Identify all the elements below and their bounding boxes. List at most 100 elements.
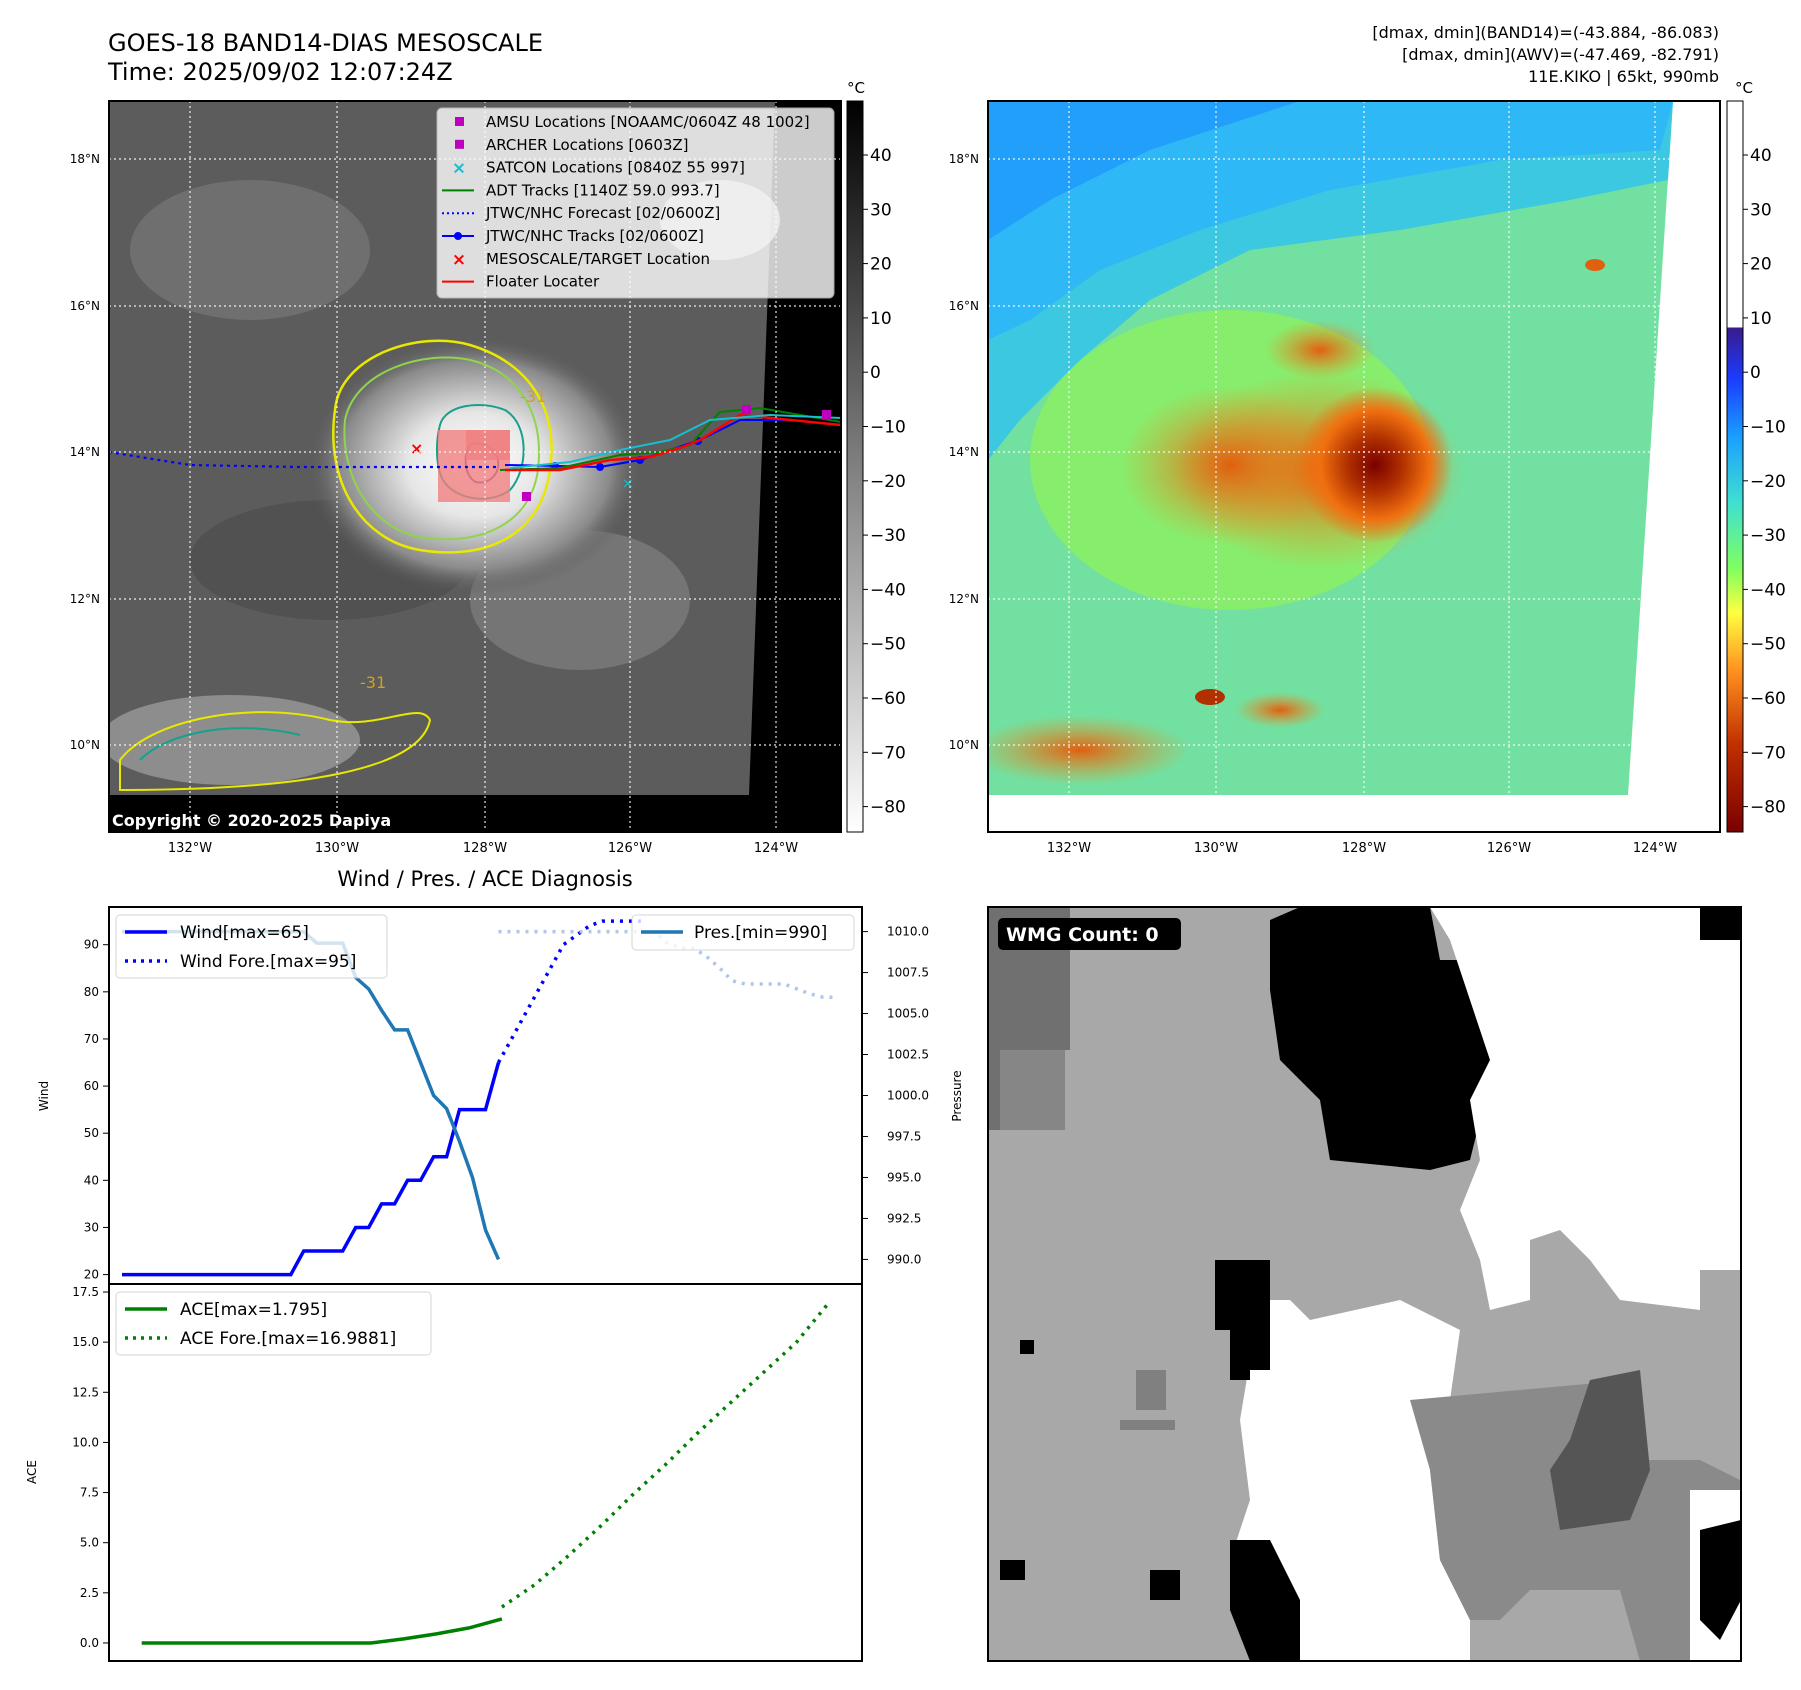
pressure-axis-label: Pressure [950,1070,964,1121]
colorbar-tick-label: −70 [1750,743,1786,763]
bd-gridlines [988,101,1720,832]
ace-series-line-1 [500,1301,831,1609]
target-marker: × [410,439,423,458]
info-line3: 11E.KIKO | 65kt, 990mb [1528,67,1719,86]
wind-axis-label: Wind [37,1081,51,1111]
copyright-text: Copyright © 2020-2025 Dapiya [112,811,391,830]
colorbar-tick-label: 40 [1750,146,1772,166]
colorbar-tick-label: 10 [870,309,892,329]
wind-ytick-label: 40 [84,1173,99,1187]
colorbar-tick-label: −70 [870,743,906,763]
ace-ytick-label: 2.5 [80,1586,99,1600]
wind-fore-legend-label: Wind Fore.[max=95] [180,952,356,972]
legend-label: SATCON Locations [0840Z 55 997] [486,159,745,177]
pressure-ytick-label: 995.0 [887,1170,921,1184]
bd-lat-label: 12°N [949,592,979,606]
ir-lat-label: 12°N [70,592,100,606]
colorbar-tick-label: −30 [870,526,906,546]
colorbar-tick-label: 20 [1750,255,1772,275]
figure-title-line2: Time: 2025/09/02 12:07:24Z [107,58,453,86]
colorbar-tick-label: 30 [1750,200,1772,220]
wind-pressure-panel: 20 30 40 50 60 70 80 90 990.0 992.5 995.0 997.5 100… [37,906,964,1285]
ir-lat-label: 16°N [70,299,100,313]
colorbar-tick-label: 40 [870,146,892,166]
ir-lat-label: 14°N [70,445,100,459]
wmg-count-label: WMG Count: 0 [1006,924,1159,946]
bd-map-panel: 18°N 16°N 14°N 12°N 10°N 132°W 130°W 128°W 126°… [949,100,1721,856]
ace-series-line-0 [141,1617,503,1645]
ir-lat-label: 10°N [70,738,100,752]
pressure-ytick-label: 1002.5 [887,1048,929,1062]
legend-label: AMSU Locations [NOAAMC/0604Z 48 1002] [486,113,810,131]
diagnosis-title: Wind / Pres. / ACE Diagnosis [337,867,632,891]
bd-colorbar-unit: °C [1735,79,1753,97]
pressure-ytick-label: 992.5 [887,1211,921,1225]
bd-lat-label: 14°N [949,445,979,459]
wind-ytick-label: 50 [84,1126,99,1140]
legend-label: MESOSCALE/TARGET Location [486,250,710,268]
wind-ytick-label: 70 [84,1032,99,1046]
pressure-ytick-label: 1007.5 [887,966,929,980]
pressure-legend-label: Pres.[min=990] [694,923,827,943]
colorbar-tick-label: −60 [870,689,906,709]
wind-ytick-label: 20 [84,1268,99,1282]
svg-text:×: × [452,250,466,270]
ir-colorbar: °C 40 30 20 10 0 −10 −20 −30 −40 −50 −60 −70 −80 [846,79,906,833]
ace-ytick-label: 12.5 [72,1385,99,1399]
wmg-count-badge [998,918,1181,950]
legend-symbol [455,139,464,149]
legend-symbol [455,117,464,126]
wmg-white-region [1430,907,1741,1310]
wmg-panel: WMG Count: 0 [987,906,1742,1662]
info-line1: [dmax, dmin](BAND14)=(-43.884, -86.083) [1372,23,1719,42]
bd-lat-label: 10°N [949,738,979,752]
colorbar-tick-label: −80 [1750,798,1786,818]
ace-legend-label: ACE[max=1.795] [180,1300,327,1320]
colorbar-tick-label: 0 [870,363,881,383]
figure-title-line1: GOES-18 BAND14-DIAS MESOSCALE [108,29,543,57]
ace-ytick-label: 0.0 [80,1636,99,1650]
satcon-marker: × [622,476,634,492]
ir-lon-label: 128°W [463,841,507,856]
pressure-ytick-label: 1005.0 [887,1007,929,1021]
colorbar-tick-label: −20 [870,472,906,492]
colorbar-tick-label: −10 [1750,418,1786,438]
ace-ytick-label: 15.0 [72,1335,99,1349]
ace-legend: ACE[max=1.795] ACE Fore.[max=16.9881] [115,1291,432,1356]
bd-storm-core [1297,387,1453,543]
legend-label: JTWC/NHC Forecast [02/0600Z] [485,204,720,222]
bd-lat-label: 18°N [949,152,979,166]
legend-symbol [442,232,474,240]
ace-ytick-label: 10.0 [72,1435,99,1449]
legend-symbol: × [452,250,466,270]
pressure-legend: Pres.[min=990] [631,914,855,951]
ir-colorbar-unit: °C [847,79,865,97]
wind-ytick-label: 30 [84,1220,99,1234]
colorbar-tick-label: 20 [870,255,892,275]
bd-lon-label: 130°W [1194,841,1238,856]
bd-lat-label: 16°N [949,299,979,313]
bd-colorbar: °C 40 30 20 10 0 −10 −20 −30 −40 −50 −60 −70 −80 [1726,79,1786,833]
colorbar-tick-label: −50 [870,635,906,655]
ace-panel: 0.0 2.5 5.0 7.5 10.0 12.5 15.0 17.5 ACE ACE[max… [25,1283,863,1662]
colorbar-tick-label: 0 [1750,363,1761,383]
wind-legend-label: Wind[max=65] [180,923,309,943]
ace-axis-label: ACE [25,1460,39,1484]
ir-lon-label: 132°W [168,841,212,856]
ir-lon-label: 124°W [754,841,798,856]
svg-text:×: × [452,159,466,179]
pressure-ytick-label: 1000.0 [887,1089,929,1103]
bd-lon-label: 126°W [1487,841,1531,856]
colorbar-tick-label: −60 [1750,689,1786,709]
colorbar-tick-label: −20 [1750,472,1786,492]
colorbar-tick-label: −30 [1750,526,1786,546]
bd-lon-label: 132°W [1047,841,1091,856]
ace-ytick-label: 17.5 [72,1285,99,1299]
wind-ytick-label: 80 [84,985,99,999]
contour-label: -31 [520,387,546,406]
ir-lat-label: 18°N [70,152,100,166]
series-line-0 [122,1062,501,1277]
ace-ytick-label: 5.0 [80,1536,99,1550]
legend-label: Floater Locater [486,273,600,291]
colorbar-tick-label: 30 [870,200,892,220]
